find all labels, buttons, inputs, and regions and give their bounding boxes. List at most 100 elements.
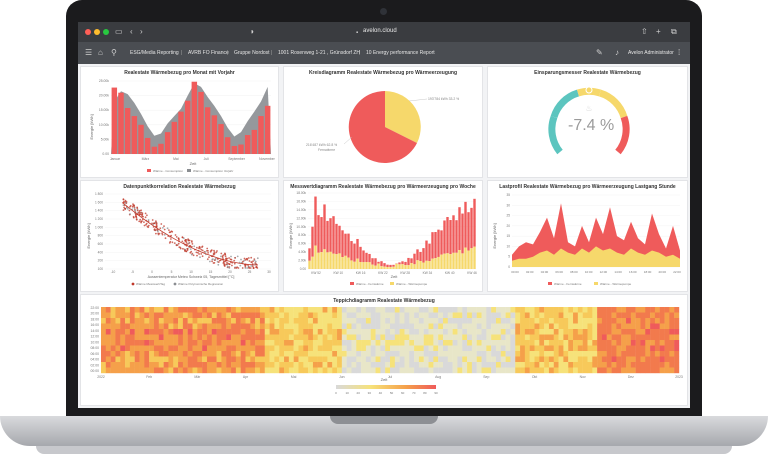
carpet-cell: [524, 362, 530, 368]
minimize-window-button[interactable]: [94, 29, 100, 35]
breadcrumb-item[interactable]: 10 Energy performance Report: [366, 50, 435, 56]
carpet-cell: [491, 356, 497, 363]
carpet-cell: [259, 367, 265, 374]
edit-icon[interactable]: ✎: [596, 48, 603, 57]
carpet-cell: [317, 323, 323, 330]
carpet-cell: [361, 340, 367, 346]
legend-swatch: [350, 282, 354, 285]
carpet-cell: [115, 356, 121, 363]
legend-label[interactable]: Wärme - Fernwärme: [356, 282, 384, 286]
legend-label[interactable]: Wärme - Consumption Vorjahr: [193, 169, 233, 173]
legend-label[interactable]: Wärme - Consumption: [153, 169, 183, 173]
forward-icon[interactable]: ›: [140, 27, 143, 36]
scatter-point: [201, 255, 204, 258]
carpet-cell: [178, 318, 184, 324]
breadcrumb-item[interactable]: 1001 Rosenweg 1-21 , Grünsdorf ZH: [278, 50, 360, 56]
chart-title: Datenpunktkorrelation Realestate Wärmebe…: [123, 184, 236, 190]
carpet-cell: [601, 323, 607, 330]
bell-icon[interactable]: ♪: [615, 48, 619, 57]
carpet-cell: [515, 345, 521, 352]
user-name[interactable]: Avelon Administrator: [628, 50, 674, 56]
y-tick-label: 6.00k: [298, 242, 306, 246]
new-tab-icon[interactable]: +: [656, 27, 661, 36]
carpet-cell: [365, 362, 371, 368]
carpet-cell: [654, 351, 660, 357]
carpet-cell: [173, 356, 179, 363]
carpet-cell: [587, 318, 593, 324]
carpet-cell: [365, 351, 371, 357]
weekly-bar-waermepumpe: [353, 261, 356, 269]
pie-slice-waermepumpe[interactable]: [385, 91, 421, 143]
carpet-cell: [544, 351, 550, 357]
zoom-window-button[interactable]: [103, 29, 109, 35]
breadcrumb-item[interactable]: ESG/Media Reporting: [130, 50, 179, 56]
carpet-cell: [582, 340, 588, 346]
legend-label[interactable]: Wärme Messwert/Tag: [136, 282, 165, 286]
carpet-cell: [226, 329, 232, 335]
address-bar[interactable]: avelon.cloud: [363, 28, 397, 34]
carpet-cell: [269, 356, 275, 363]
carpet-cell: [231, 345, 237, 352]
carpet-cell: [250, 318, 256, 324]
apps-grid-icon[interactable]: ⁞: [678, 48, 681, 57]
carpet-cell: [173, 351, 179, 357]
carpet-cell: [491, 323, 497, 330]
scatter-point: [246, 267, 249, 269]
close-window-button[interactable]: [85, 29, 91, 35]
carpet-cell: [630, 329, 636, 335]
carpet-cell: [510, 345, 516, 352]
scatter-point: [207, 250, 209, 252]
carpet-cell: [597, 334, 603, 341]
carpet-cell: [606, 329, 612, 335]
legend-label[interactable]: Wärme - Wärmepumpe: [396, 282, 428, 286]
menu-icon[interactable]: ☰: [85, 48, 93, 57]
tabs-icon[interactable]: ⧉: [671, 27, 677, 36]
carpet-cell: [308, 351, 314, 357]
legend-label[interactable]: Wärme - Wärmepumpe: [600, 282, 632, 286]
carpet-cell: [558, 312, 564, 319]
scatter-point: [247, 257, 250, 259]
pie-slice-fernwaerme[interactable]: [348, 90, 417, 163]
share-icon[interactable]: ⇧: [641, 27, 648, 36]
weekly-bar-waermepumpe: [371, 264, 374, 269]
carpet-cell: [385, 323, 391, 330]
carpet-cell: [606, 345, 612, 352]
carpet-cell: [563, 340, 569, 346]
carpet-cell: [139, 323, 145, 330]
carpet-cell: [558, 340, 564, 346]
carpet-cell: [274, 312, 280, 319]
scatter-point: [140, 221, 142, 224]
carpet-cell: [577, 362, 583, 368]
carpet-cell: [404, 318, 410, 324]
carpet-cell: [534, 362, 540, 368]
sidebar-icon[interactable]: ▭: [115, 27, 123, 36]
back-icon[interactable]: ‹: [130, 27, 133, 36]
scatter-point: [239, 264, 242, 267]
carpet-cell: [544, 329, 550, 335]
scatter-point: [124, 202, 127, 204]
carpet-cell: [250, 362, 256, 368]
x-tick-label: 25: [248, 270, 252, 274]
carpet-cell: [110, 307, 116, 313]
carpet-cell: [616, 340, 622, 346]
scatter-point: [147, 224, 150, 227]
carpet-cell: [144, 334, 150, 341]
carpet-cell: [630, 367, 636, 374]
carpet-cell: [621, 329, 627, 335]
carpet-cell: [298, 340, 304, 346]
carpet-cell: [606, 318, 612, 324]
home-icon[interactable]: ⌂: [98, 48, 103, 57]
carpet-cell: [101, 351, 107, 357]
carpet-cell: [293, 351, 299, 357]
carpet-cell: [621, 351, 627, 357]
breadcrumb-item[interactable]: AVRB FO Finance: [188, 50, 229, 56]
legend-label[interactable]: Wärme - Fernwärme: [554, 282, 582, 286]
shield-icon[interactable]: ◗: [250, 27, 255, 36]
carpet-cell: [433, 312, 439, 319]
carpet-cell: [153, 307, 159, 313]
search-icon[interactable]: ⚲: [111, 48, 117, 57]
legend-label[interactable]: Wärme Polynomische Regression: [178, 282, 224, 286]
carpet-cell: [529, 329, 535, 335]
carpet-cell: [120, 318, 126, 324]
breadcrumb-item[interactable]: Gruppe Nordost: [234, 50, 270, 56]
